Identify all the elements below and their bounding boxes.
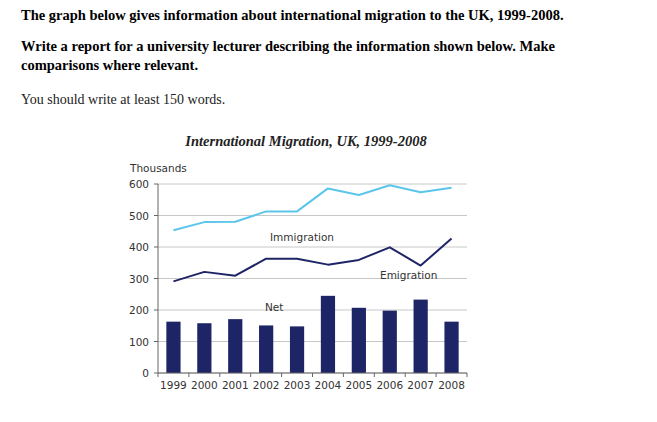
x-tick-label: 2005 (345, 379, 372, 391)
y-tick-label: 600 (129, 178, 149, 190)
x-tick (436, 373, 437, 377)
y-tick-label: 400 (129, 241, 149, 253)
instruction: You should write at least 150 words. (21, 92, 225, 107)
bar (383, 311, 397, 373)
x-tick-label: 2006 (376, 379, 403, 391)
line (173, 185, 451, 230)
bar (197, 323, 211, 373)
bar (321, 296, 335, 373)
bar (228, 319, 242, 373)
bar (414, 300, 428, 373)
bar (444, 322, 458, 373)
y-tick (154, 373, 158, 374)
x-tick-label: 2003 (284, 379, 311, 391)
x-tick-label: 2002 (253, 379, 280, 391)
y-tick (154, 341, 158, 342)
series-label: Net (265, 301, 283, 313)
y-tick (154, 310, 158, 311)
x-tick-label: 2004 (315, 379, 342, 391)
x-tick (312, 373, 313, 377)
grid-line (158, 215, 467, 216)
x-tick (158, 373, 159, 377)
y-tick (154, 278, 158, 279)
header-line: The graph below gives information about … (21, 7, 564, 23)
y-tick-label: 200 (129, 304, 149, 316)
x-tick-label: 2000 (191, 379, 218, 391)
grid-line (158, 184, 467, 185)
y-tick-label: 500 (129, 210, 149, 222)
y-tick-label: 300 (129, 273, 149, 285)
page: The graph below gives information about … (0, 0, 657, 422)
x-tick (281, 373, 282, 377)
x-tick (343, 373, 344, 377)
chart-title: International Migration, UK, 1999-2008 (184, 133, 427, 149)
x-tick (467, 373, 468, 377)
x-tick-label: 2007 (407, 379, 434, 391)
plot-area (166, 185, 458, 373)
header-line: comparisons where relevant. (21, 57, 198, 73)
header-line: Write a report for a university lecturer… (21, 38, 555, 54)
x-tick-label: 2001 (222, 379, 249, 391)
y-axis (158, 184, 159, 373)
x-tick (219, 373, 220, 377)
x-tick (374, 373, 375, 377)
y-tick (154, 215, 158, 216)
bar (290, 326, 304, 373)
y-tick-label: 0 (142, 367, 149, 379)
bar (259, 325, 273, 373)
x-tick-label: 1999 (160, 379, 187, 391)
y-tick (154, 247, 158, 248)
bar (166, 322, 180, 373)
y-axis-label: Thousands (129, 162, 187, 174)
series-label: Immigration (270, 231, 334, 243)
x-tick (250, 373, 251, 377)
line (173, 239, 451, 282)
y-tick (154, 184, 158, 185)
x-tick-label: 2008 (438, 379, 465, 391)
grid-line (158, 247, 467, 248)
x-tick (405, 373, 406, 377)
x-tick (188, 373, 189, 377)
bar (352, 308, 366, 373)
series-label: Emigration (380, 269, 437, 281)
y-tick-label: 100 (129, 336, 149, 348)
